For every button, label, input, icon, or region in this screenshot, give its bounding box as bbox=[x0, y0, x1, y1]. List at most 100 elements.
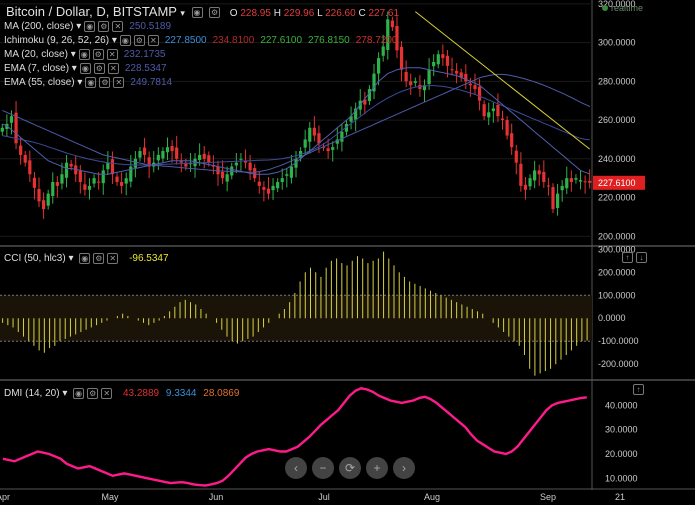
candle-body bbox=[491, 108, 495, 112]
settings-icon[interactable]: ⚙ bbox=[209, 7, 221, 19]
candle-body bbox=[514, 150, 518, 163]
candle-body bbox=[271, 185, 275, 191]
candle-body bbox=[220, 171, 225, 179]
time-tick-label: Sep bbox=[540, 492, 556, 502]
settings-icon[interactable]: ⚙ bbox=[87, 387, 99, 399]
move-down-icon[interactable]: ↓ bbox=[636, 252, 647, 263]
candle-body bbox=[289, 166, 294, 178]
eye-icon[interactable]: ◉ bbox=[119, 34, 131, 46]
settings-icon[interactable]: ⚙ bbox=[93, 252, 105, 264]
reset-button[interactable]: ⟳ bbox=[339, 457, 361, 479]
indicator-value: 228.5347 bbox=[124, 63, 167, 74]
candle-body bbox=[528, 178, 532, 187]
close-icon[interactable]: ✕ bbox=[112, 20, 124, 32]
settings-icon[interactable]: ⚙ bbox=[99, 76, 111, 88]
dmi-tick-label: 40.0000 bbox=[605, 400, 638, 410]
settings-icon[interactable]: ⚙ bbox=[93, 62, 105, 74]
indicator-label[interactable]: Ichimoku (9, 26, 52, 26) bbox=[4, 35, 110, 46]
candle-body bbox=[551, 187, 555, 210]
indicator-label[interactable]: EMA (55, close) bbox=[4, 77, 75, 88]
chevron-down-icon[interactable]: ▾ bbox=[180, 8, 185, 18]
time-tick-label: Jun bbox=[209, 492, 224, 502]
candle-body bbox=[317, 133, 321, 144]
open-label: O bbox=[229, 8, 238, 19]
chevron-down-icon[interactable]: ▾ bbox=[109, 35, 117, 46]
candle-body bbox=[37, 189, 41, 202]
eye-icon[interactable]: ◉ bbox=[78, 48, 90, 60]
scroll-right-button[interactable]: › bbox=[393, 457, 415, 479]
candle-body bbox=[413, 81, 417, 83]
chevron-down-icon[interactable]: ▾ bbox=[73, 21, 82, 32]
zoom-in-button[interactable]: + bbox=[366, 457, 388, 479]
dmi-tick-label: 10.0000 bbox=[605, 473, 638, 483]
candle-body bbox=[523, 184, 528, 190]
settings-icon[interactable]: ⚙ bbox=[98, 20, 110, 32]
close-icon[interactable]: ✕ bbox=[106, 48, 118, 60]
scroll-left-button[interactable]: ‹ bbox=[285, 457, 307, 479]
chevron-down-icon[interactable]: ▾ bbox=[74, 77, 83, 88]
symbol-title[interactable]: Bitcoin / Dollar, D, BITSTAMP bbox=[6, 4, 177, 19]
dmi-value-3: 28.0869 bbox=[203, 388, 240, 399]
cci-value: -96.5347 bbox=[129, 253, 169, 264]
candle-body bbox=[404, 72, 408, 82]
zoom-out-button[interactable]: − bbox=[312, 457, 334, 479]
chevron-down-icon[interactable]: ▾ bbox=[67, 49, 76, 60]
chevron-down-icon[interactable]: ▾ bbox=[62, 388, 68, 399]
price-tag-label: 227.6100 bbox=[598, 178, 636, 188]
dmi-tick-label: 30.0000 bbox=[605, 425, 638, 435]
ma200-line bbox=[2, 73, 591, 173]
indicator-label[interactable]: MA (200, close) bbox=[4, 21, 74, 32]
candle-body bbox=[588, 180, 592, 183]
eye-icon[interactable]: ◉ bbox=[191, 7, 203, 19]
low-value: 226.60 bbox=[325, 8, 356, 19]
indicator-value: 249.7814 bbox=[130, 77, 173, 88]
candle-body bbox=[129, 166, 133, 182]
candle-body bbox=[14, 112, 18, 144]
high-label: H bbox=[273, 8, 281, 19]
high-value: 229.96 bbox=[283, 8, 315, 19]
chevron-down-icon[interactable]: ▾ bbox=[69, 63, 77, 74]
chevron-down-icon[interactable]: ▾ bbox=[68, 253, 74, 264]
eye-icon[interactable]: ◉ bbox=[79, 252, 91, 264]
indicator-label[interactable]: EMA (7, close) bbox=[4, 63, 70, 74]
eye-icon[interactable]: ◉ bbox=[84, 20, 96, 32]
candle-body bbox=[418, 84, 422, 90]
candle-body bbox=[436, 54, 440, 65]
candle-body bbox=[555, 193, 560, 208]
move-up-icon[interactable]: ↑ bbox=[622, 252, 633, 263]
candle-body bbox=[106, 162, 110, 170]
indicator-label[interactable]: MA (20, close) bbox=[4, 49, 68, 60]
ema55-line bbox=[2, 85, 590, 166]
dmi-line bbox=[2, 387, 587, 487]
candle-body bbox=[455, 70, 459, 74]
close-icon[interactable]: ✕ bbox=[107, 62, 119, 74]
candle-body bbox=[69, 163, 73, 167]
candle-body bbox=[372, 73, 376, 92]
candle-body bbox=[253, 168, 257, 179]
eye-icon[interactable]: ◉ bbox=[73, 387, 85, 399]
close-icon[interactable]: ✕ bbox=[113, 76, 125, 88]
move-up-icon[interactable]: ↑ bbox=[633, 384, 644, 395]
close-icon[interactable]: ✕ bbox=[107, 252, 119, 264]
price-tick-label: 300.0000 bbox=[598, 38, 636, 48]
pane-arrows[interactable]: ↑ ↓ bbox=[619, 252, 647, 263]
candle-body bbox=[147, 157, 151, 167]
close-icon[interactable]: ✕ bbox=[101, 387, 113, 399]
indicator-value: 227.8500 bbox=[164, 35, 207, 46]
candle-body bbox=[124, 178, 128, 184]
dmi-label[interactable]: DMI (14, 20) bbox=[4, 388, 60, 399]
pane-arrows[interactable]: ↑ bbox=[630, 384, 644, 395]
close-icon[interactable]: ✕ bbox=[147, 34, 159, 46]
candle-body bbox=[308, 127, 312, 142]
cci-tick-label: -100.0000 bbox=[598, 336, 639, 346]
eye-icon[interactable]: ◉ bbox=[79, 62, 91, 74]
candle-body bbox=[569, 178, 573, 183]
settings-icon[interactable]: ⚙ bbox=[92, 48, 104, 60]
cci-label[interactable]: CCI (50, hlc3) bbox=[4, 253, 66, 264]
candle-body bbox=[207, 155, 211, 163]
indicator-row: Ichimoku (9, 26, 52, 26) ▾ ◉ ⚙ ✕ 227.8500 234… bbox=[4, 34, 397, 48]
eye-icon[interactable]: ◉ bbox=[85, 76, 97, 88]
cci-tick-label: -200.0000 bbox=[598, 359, 639, 369]
settings-icon[interactable]: ⚙ bbox=[133, 34, 145, 46]
